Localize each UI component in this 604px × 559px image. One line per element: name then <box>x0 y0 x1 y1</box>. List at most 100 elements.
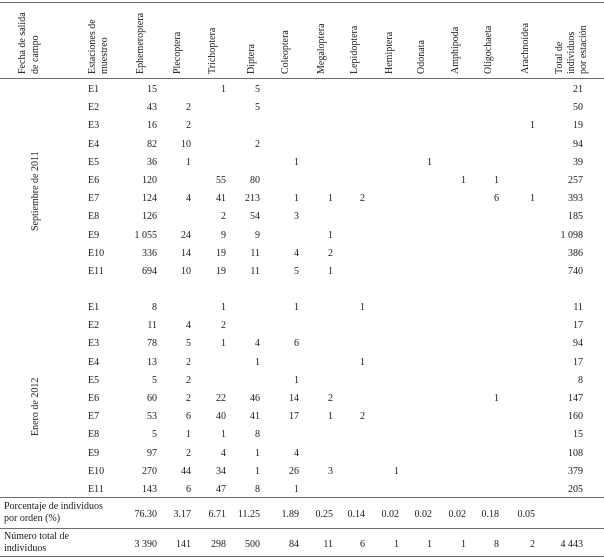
value-cell: 6 <box>294 338 299 350</box>
value-cell: 1 <box>427 156 432 168</box>
total-cell: 17 <box>573 356 583 368</box>
value-cell: 1 <box>255 465 260 477</box>
footer-value-cell: 84 <box>289 539 299 550</box>
value-cell: 1 <box>360 302 365 313</box>
total-cell: 19 <box>573 120 583 132</box>
value-cell: 124 <box>142 193 157 205</box>
footer-label: Porcentaje de individuos <box>4 501 103 512</box>
value-cell: 694 <box>142 266 157 277</box>
total-cell: 257 <box>568 175 583 186</box>
value-cell: 11 <box>147 320 157 332</box>
header-estaciones: Estaciones de <box>87 19 98 74</box>
value-cell: 17 <box>289 411 299 423</box>
value-cell: 2 <box>186 374 191 386</box>
header-order: Plecoptera <box>172 31 183 74</box>
value-cell: 97 <box>147 447 157 459</box>
total-cell: 11 <box>573 302 583 313</box>
value-cell: 1 <box>221 84 226 95</box>
station-cell: E1 <box>88 302 100 313</box>
table-rule <box>0 2 604 3</box>
value-cell: 8 <box>152 302 157 313</box>
total-cell: 386 <box>568 247 583 259</box>
value-cell: 5 <box>152 374 157 386</box>
value-cell: 5 <box>294 266 299 277</box>
header-order: Megaloptera <box>316 23 327 74</box>
value-cell: 1 <box>328 229 333 241</box>
total-cell: 160 <box>568 411 583 423</box>
footer-value-cell: 6 <box>360 539 365 550</box>
station-cell: E2 <box>88 102 100 114</box>
value-cell: 1 <box>461 175 466 186</box>
value-cell: 1 <box>494 175 499 186</box>
value-cell: 8 <box>255 484 260 495</box>
table-rule <box>0 556 604 557</box>
value-cell: 11 <box>250 247 260 259</box>
value-cell: 1 <box>294 193 299 205</box>
total-cell: 393 <box>568 193 583 205</box>
value-cell: 213 <box>245 193 260 205</box>
value-cell: 2 <box>186 393 191 404</box>
value-cell: 34 <box>216 465 226 477</box>
header-order: Oligochaeta <box>483 25 494 74</box>
total-cell: 379 <box>568 465 583 477</box>
header-fecha: Fecha de salida <box>17 12 28 74</box>
value-cell: 2 <box>186 356 191 368</box>
value-cell: 80 <box>250 175 260 186</box>
header-order: Arachnoidea <box>520 22 531 74</box>
header-order: Ephemeroptera <box>135 12 146 74</box>
total-cell: 740 <box>568 266 583 277</box>
value-cell: 1 <box>328 411 333 423</box>
footer-value-cell: 8 <box>494 539 499 550</box>
station-cell: E2 <box>88 320 100 332</box>
table-rule <box>0 497 604 498</box>
header-order: Coleoptera <box>280 30 291 74</box>
footer-value-cell: 1.89 <box>281 509 300 520</box>
footer-value-cell: 2 <box>530 539 535 550</box>
station-cell: E4 <box>88 356 100 368</box>
header-total: Total de <box>554 41 565 74</box>
value-cell: 1 <box>221 302 226 313</box>
total-cell: 21 <box>573 84 583 95</box>
footer-value-cell: 0.14 <box>347 509 366 520</box>
value-cell: 1 <box>328 266 333 277</box>
total-cell: 17 <box>573 320 583 332</box>
footer-value-cell: 141 <box>176 539 191 550</box>
header-total: por estación <box>578 25 589 74</box>
total-cell: 39 <box>573 156 583 168</box>
value-cell: 4 <box>294 447 299 459</box>
value-cell: 1 <box>530 120 535 132</box>
header-total: individuos <box>566 31 577 74</box>
value-cell: 10 <box>181 138 191 150</box>
total-cell: 94 <box>573 338 583 350</box>
value-cell: 14 <box>289 393 299 404</box>
value-cell: 120 <box>142 175 157 186</box>
value-cell: 14 <box>181 247 191 259</box>
station-cell: E5 <box>88 374 100 386</box>
total-cell: 108 <box>568 447 583 459</box>
total-cell: 147 <box>568 393 583 404</box>
value-cell: 40 <box>216 411 226 423</box>
value-cell: 5 <box>152 429 157 441</box>
footer-value-cell: 1 <box>394 539 399 550</box>
value-cell: 126 <box>142 211 157 223</box>
value-cell: 1 <box>255 356 260 368</box>
value-cell: 11 <box>250 266 260 277</box>
value-cell: 60 <box>147 393 157 404</box>
footer-total-cell: 4 443 <box>560 539 584 550</box>
value-cell: 2 <box>221 211 226 223</box>
value-cell: 36 <box>147 156 157 168</box>
value-cell: 8 <box>255 429 260 441</box>
value-cell: 15 <box>147 84 157 95</box>
value-cell: 4 <box>294 247 299 259</box>
value-cell: 1 <box>530 193 535 205</box>
value-cell: 1 <box>294 302 299 313</box>
header-order: Amphipoda <box>450 26 461 74</box>
footer-value-cell: 0.02 <box>414 509 433 520</box>
value-cell: 143 <box>142 484 157 495</box>
value-cell: 2 <box>186 120 191 132</box>
value-cell: 78 <box>147 338 157 350</box>
value-cell: 3 <box>294 211 299 223</box>
value-cell: 4 <box>186 320 191 332</box>
station-cell: E1 <box>88 84 100 95</box>
station-cell: E11 <box>88 484 104 495</box>
